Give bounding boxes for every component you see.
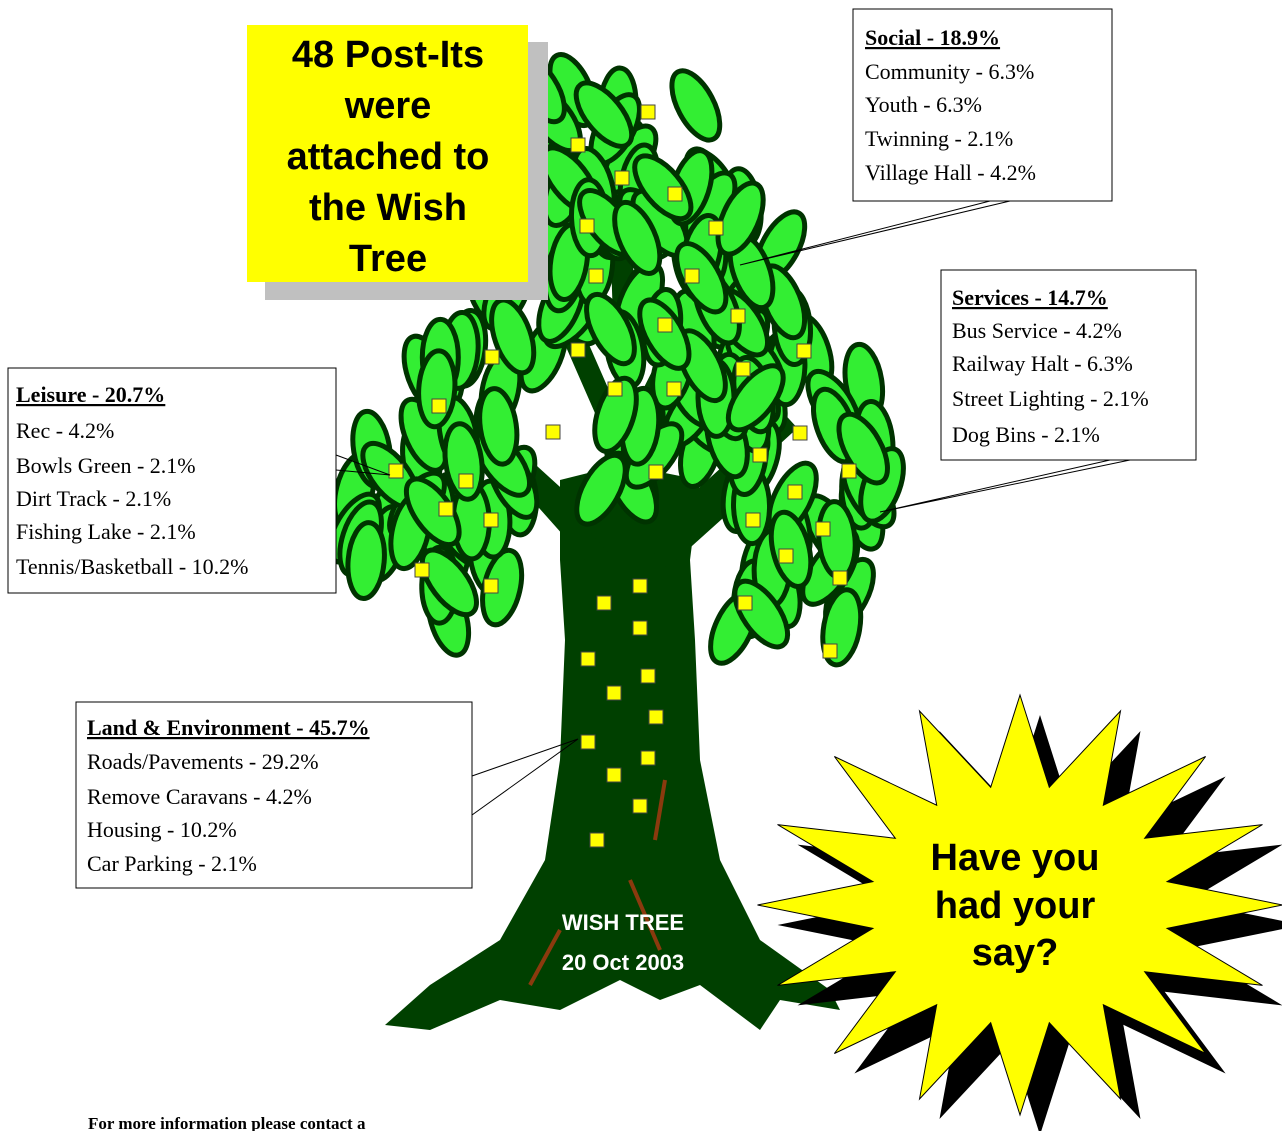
callout-item: Fishing Lake - 2.1% (16, 519, 196, 544)
post-it (581, 735, 595, 749)
post-it (833, 571, 847, 585)
callout-item: Youth - 6.3% (865, 92, 982, 117)
callout-item: Rec - 4.2% (16, 418, 114, 443)
post-it (668, 187, 682, 201)
post-it (649, 465, 663, 479)
post-it (571, 138, 585, 152)
callout-item: Twinning - 2.1% (865, 126, 1013, 151)
header-line: 48 Post-Its (292, 34, 484, 76)
post-it (484, 513, 498, 527)
callout-item: Bus Service - 4.2% (952, 318, 1122, 343)
post-it (641, 669, 655, 683)
tree-label: WISH TREE (562, 910, 684, 935)
callout-item: Community - 6.3% (865, 59, 1034, 84)
post-it (589, 269, 603, 283)
callout-title: Land & Environment - 45.7% (87, 715, 370, 740)
post-it (788, 485, 802, 499)
post-it (641, 751, 655, 765)
post-it (685, 269, 699, 283)
post-it (842, 464, 856, 478)
starburst: Have you had your say? (758, 695, 1282, 1131)
header-box: 48 Post-Its were attached to the Wish Tr… (247, 25, 548, 300)
callout-title: Leisure - 20.7% (16, 382, 165, 407)
callout-item: Roads/Pavements - 29.2% (87, 749, 319, 774)
callout-item: Dog Bins - 2.1% (952, 422, 1100, 447)
post-it (571, 343, 585, 357)
post-it (389, 464, 403, 478)
post-it (641, 105, 655, 119)
post-it (736, 362, 750, 376)
callout-item: Housing - 10.2% (87, 817, 237, 842)
post-it (823, 644, 837, 658)
post-it (633, 621, 647, 635)
callout-item: Village Hall - 4.2% (865, 160, 1036, 185)
post-it (633, 799, 647, 813)
post-it (746, 513, 760, 527)
callout-item: Remove Caravans - 4.2% (87, 784, 312, 809)
post-it (753, 448, 767, 462)
page: { "header": {"lines": ["48 Post-Its", "w… (0, 0, 1282, 1131)
post-it (581, 652, 595, 666)
post-it (607, 686, 621, 700)
starburst-line: had your (935, 885, 1096, 927)
post-it (432, 399, 446, 413)
post-it (779, 549, 793, 563)
post-it (738, 596, 752, 610)
poster: WISH TREE 20 Oct 2003 48 Post-Its were a… (0, 0, 1282, 1131)
header-line: the Wish (309, 187, 467, 229)
leaf (662, 63, 729, 147)
post-it (731, 309, 745, 323)
post-it (615, 171, 629, 185)
post-it (649, 710, 663, 724)
callout-item: Bowls Green - 2.1% (16, 453, 196, 478)
starburst-line: Have you (931, 837, 1100, 879)
post-it (709, 221, 723, 235)
callout-title: Social - 18.9% (865, 25, 1000, 50)
post-it (667, 382, 681, 396)
post-it (485, 350, 499, 364)
post-it (633, 579, 647, 593)
post-it (816, 522, 830, 536)
callout-item: Railway Halt - 6.3% (952, 351, 1133, 376)
post-it (484, 579, 498, 593)
header-line: were (344, 85, 432, 127)
post-it (797, 344, 811, 358)
post-it (658, 318, 672, 332)
callout-title: Services - 14.7% (952, 285, 1108, 310)
post-it (580, 219, 594, 233)
post-it (793, 426, 807, 440)
post-it (608, 382, 622, 396)
post-it (590, 833, 604, 847)
post-it (546, 425, 560, 439)
tree-date: 20 Oct 2003 (562, 950, 684, 975)
callout-item: Dirt Track - 2.1% (16, 486, 171, 511)
post-it (607, 768, 621, 782)
post-it (439, 502, 453, 516)
post-it (459, 474, 473, 488)
callout-item: Car Parking - 2.1% (87, 851, 257, 876)
footer-text: For more information please contact a (88, 1114, 366, 1131)
starburst-line: say? (972, 932, 1059, 974)
header-line: Tree (349, 238, 427, 280)
callout-item: Street Lighting - 2.1% (952, 386, 1149, 411)
callout-item: Tennis/Basketball - 10.2% (16, 554, 248, 579)
post-it (415, 563, 429, 577)
pointer-services (880, 460, 1130, 512)
header-line: attached to (287, 136, 490, 178)
post-it (597, 596, 611, 610)
